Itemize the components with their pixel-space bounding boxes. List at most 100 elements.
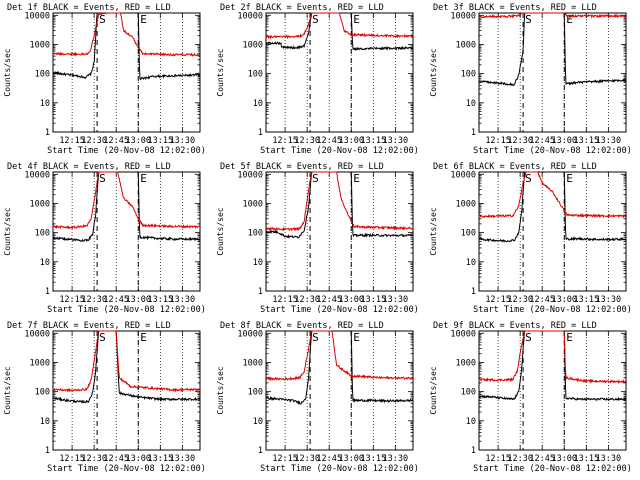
x-tick-label: 12:15: [272, 295, 298, 305]
y-axis-label: Counts/sec: [216, 48, 225, 96]
series-events-line: [52, 171, 201, 243]
series-events-line: [265, 12, 414, 52]
y-tick-label: 1000: [456, 199, 476, 209]
y-tick-label: 1000: [456, 358, 476, 368]
y-tick-label: 10000: [237, 11, 263, 21]
plot-frame: [265, 12, 414, 133]
panel-title: Det 6f BLACK = Events, RED = LLD: [433, 162, 597, 172]
marker-label: E: [353, 331, 360, 344]
series-lld-line: [52, 330, 201, 393]
x-tick-label: 12:45: [529, 454, 555, 464]
series-events-line: [478, 12, 626, 87]
series-lld-line: [479, 12, 627, 19]
series-lld-line: [265, 12, 414, 40]
x-tick-label: 12:45: [529, 295, 555, 305]
marker-label: S: [99, 331, 106, 344]
x-tick-label: 12:45: [316, 454, 342, 464]
x-tick-label: 13:15: [361, 454, 387, 464]
marker-label: E: [566, 13, 573, 26]
x-tick-label: 12:15: [272, 136, 298, 146]
y-tick-label: 1: [471, 128, 476, 138]
x-axis-label: Start Time (20-Nov-08 12:02:00): [473, 305, 632, 315]
x-tick-label: 12:15: [485, 454, 511, 464]
y-tick-label: 10: [466, 99, 476, 109]
x-tick-label: 13:00: [338, 295, 364, 305]
x-tick-label: 13:00: [125, 136, 151, 146]
y-tick-label: 1: [45, 128, 50, 138]
x-tick-label: 13:00: [338, 454, 364, 464]
plot-frame: [265, 330, 414, 451]
x-tick-label: 12:30: [507, 295, 533, 305]
y-tick-label: 10000: [24, 11, 50, 21]
x-tick-label: 13:30: [170, 136, 196, 146]
x-tick-label: 12:30: [294, 295, 320, 305]
y-tick-label: 1: [471, 287, 476, 297]
y-tick-label: 100: [461, 70, 476, 80]
y-tick-label: 1000: [243, 199, 263, 209]
marker-label: E: [353, 13, 360, 26]
x-tick-label: 13:15: [361, 295, 387, 305]
y-tick-label: 1: [258, 287, 263, 297]
marker-label: E: [140, 172, 147, 185]
marker-label: S: [312, 172, 319, 185]
x-tick-label: 13:00: [125, 295, 151, 305]
y-tick-label: 10: [466, 258, 476, 268]
x-axis-label: Start Time (20-Nov-08 12:02:00): [473, 464, 632, 474]
x-tick-label: 13:30: [383, 295, 409, 305]
x-tick-label: 12:30: [81, 136, 107, 146]
series-events-line: [52, 330, 201, 404]
x-axis-label: Start Time (20-Nov-08 12:02:00): [47, 464, 206, 474]
y-tick-label: 1: [45, 287, 50, 297]
x-tick-label: 12:30: [294, 454, 320, 464]
marker-label: E: [566, 172, 573, 185]
x-tick-label: 12:15: [59, 295, 85, 305]
y-axis-label: Counts/sec: [3, 207, 12, 255]
series-events-line: [478, 330, 627, 402]
y-tick-label: 1: [258, 128, 263, 138]
y-tick-label: 10: [40, 258, 50, 268]
x-axis-label: Start Time (20-Nov-08 12:02:00): [473, 146, 632, 156]
x-tick-label: 12:45: [529, 136, 555, 146]
x-tick-label: 13:00: [551, 136, 577, 146]
x-tick-label: 12:15: [59, 454, 85, 464]
plot-frame: [52, 330, 201, 451]
x-tick-label: 13:00: [125, 454, 151, 464]
x-axis-label: Start Time (20-Nov-08 12:02:00): [260, 146, 419, 156]
plot-frame: [478, 12, 627, 133]
series-events-line: [265, 330, 414, 406]
series-events-line: [265, 171, 413, 239]
panel-title: Det 4f BLACK = Events, RED = LLD: [7, 162, 171, 172]
marker-label: E: [566, 331, 573, 344]
panel-title: Det 1f BLACK = Events, RED = LLD: [7, 3, 171, 13]
y-tick-label: 10: [40, 417, 50, 427]
x-tick-label: 13:00: [551, 454, 577, 464]
y-tick-label: 100: [248, 388, 263, 398]
y-tick-label: 1: [45, 446, 50, 456]
panel-title: Det 5f BLACK = Events, RED = LLD: [220, 162, 384, 172]
x-tick-label: 12:45: [103, 136, 129, 146]
series-events-line: [478, 171, 627, 243]
marker-label: S: [525, 331, 532, 344]
y-axis-label: Counts/sec: [3, 48, 12, 96]
y-tick-label: 10000: [237, 329, 263, 339]
x-tick-label: 12:30: [507, 136, 533, 146]
y-tick-label: 100: [35, 388, 50, 398]
y-axis-label: Counts/sec: [429, 366, 438, 414]
x-tick-label: 13:00: [551, 295, 577, 305]
x-tick-label: 12:45: [103, 295, 129, 305]
marker-label: E: [353, 172, 360, 185]
x-tick-label: 12:30: [294, 136, 320, 146]
plot-frame: [478, 171, 627, 292]
series-lld-line: [52, 12, 201, 57]
marker-label: S: [99, 13, 106, 26]
x-tick-label: 13:15: [361, 136, 387, 146]
y-tick-label: 100: [248, 70, 263, 80]
y-tick-label: 10: [253, 99, 263, 109]
